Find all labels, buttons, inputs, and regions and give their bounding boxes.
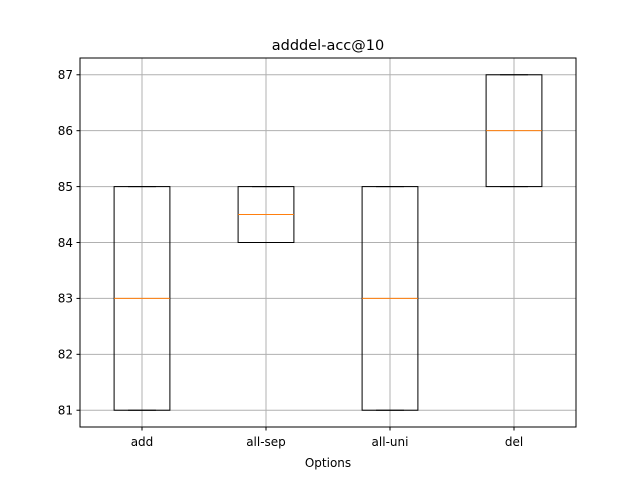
x-tick-label: del: [505, 435, 523, 449]
x-tick-label: add: [131, 435, 154, 449]
box-all-sep: [237, 186, 295, 244]
y-tick-label: 85: [58, 180, 73, 194]
y-tick-label: 83: [58, 292, 73, 306]
box-add: [113, 186, 171, 411]
chart-title: adddel-acc@10: [272, 38, 384, 54]
box-del: [485, 74, 543, 188]
x-tick-label: all-uni: [372, 435, 409, 449]
box-all-uni: [361, 186, 419, 411]
y-tick-label: 81: [58, 404, 73, 418]
y-tick-label: 87: [58, 68, 73, 82]
box-series: [113, 74, 543, 411]
x-axis: add all-sep all-uni del: [131, 427, 523, 449]
x-tick-label: all-sep: [246, 435, 286, 449]
grid-lines: [80, 58, 576, 427]
y-tick-label: 82: [58, 348, 73, 362]
y-tick-label: 84: [58, 236, 73, 250]
y-axis: 81 82 83 84 85 86 87: [58, 68, 80, 418]
y-tick-label: 86: [58, 124, 73, 138]
x-axis-label: Options: [305, 456, 351, 470]
